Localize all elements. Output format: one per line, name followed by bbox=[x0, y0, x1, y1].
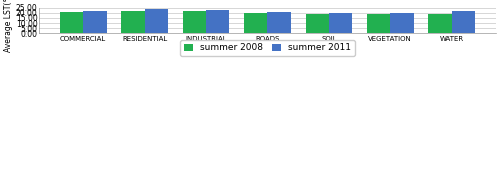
Bar bbox=[268, 12, 291, 34]
X-axis label: Land use/Land cover type: Land use/Land cover type bbox=[196, 46, 338, 56]
Bar bbox=[428, 14, 452, 34]
Bar bbox=[390, 12, 413, 34]
Bar bbox=[60, 12, 83, 34]
Bar bbox=[182, 11, 206, 34]
Bar bbox=[452, 11, 475, 34]
Bar bbox=[83, 11, 106, 34]
Y-axis label: Average LST(°C): Average LST(°C) bbox=[4, 0, 13, 52]
Bar bbox=[206, 10, 230, 34]
Bar bbox=[144, 9, 168, 34]
Bar bbox=[329, 13, 352, 34]
Bar bbox=[367, 13, 390, 34]
Bar bbox=[244, 13, 268, 34]
Bar bbox=[306, 14, 329, 34]
Legend: summer 2008, summer 2011: summer 2008, summer 2011 bbox=[180, 40, 355, 56]
Bar bbox=[122, 11, 144, 34]
